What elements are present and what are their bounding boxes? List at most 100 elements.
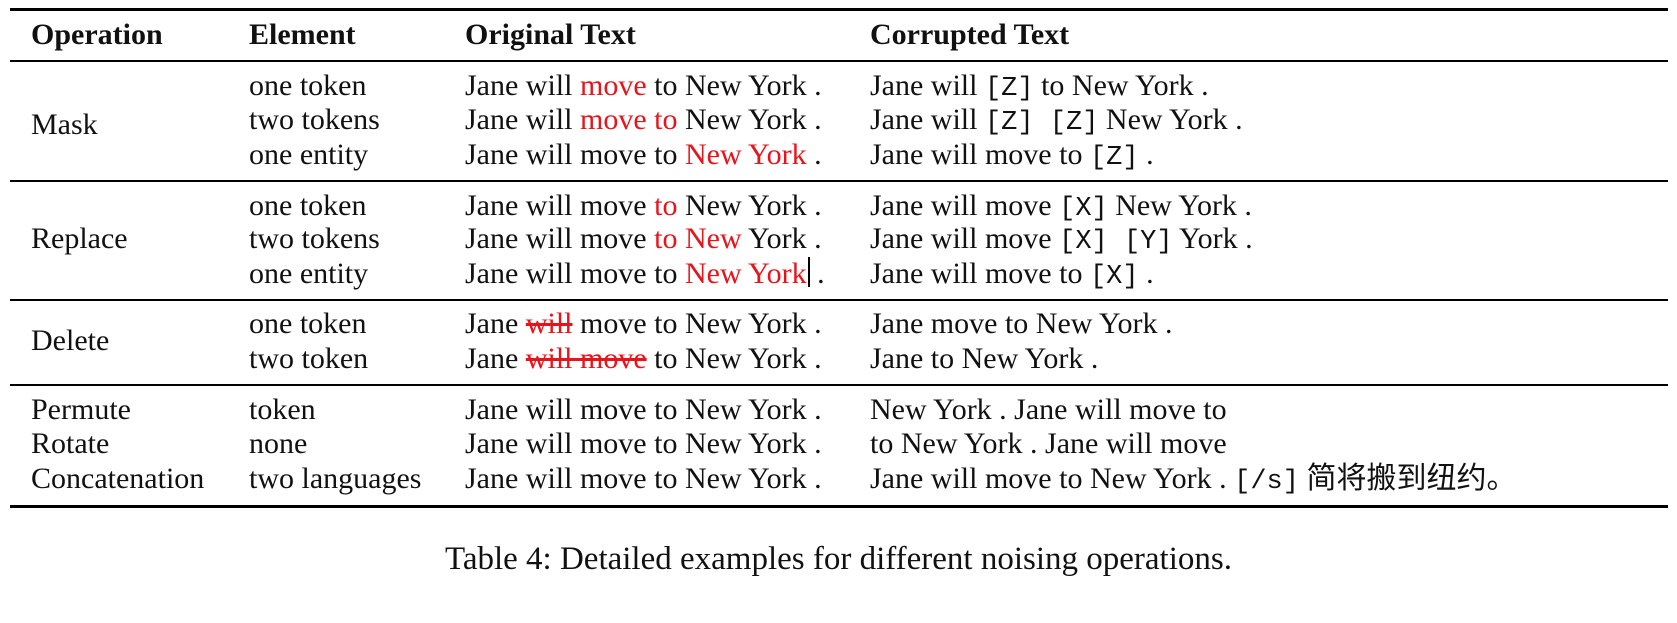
top-rule: [10, 8, 1668, 11]
text-cursor: [807, 257, 810, 287]
highlighted-span: New York: [684, 257, 807, 290]
text-span: Jane will move to: [465, 138, 685, 171]
operation-permute: Permute: [31, 393, 131, 426]
text-span: Jane will: [465, 69, 580, 102]
placeholder-token: [X]: [1089, 262, 1139, 292]
text-span: .: [1138, 138, 1154, 171]
group-rule: [10, 180, 1668, 182]
corrupted-text-cell: New York . Jane will move to: [870, 392, 1227, 428]
text-span: Jane will move: [870, 189, 1060, 222]
element-cell: none: [249, 427, 308, 460]
corrupted-text-cell: Jane will move to New York . [/s] 简将搬到纽约…: [870, 461, 1516, 500]
placeholder-token: [X] [Y]: [1059, 227, 1173, 257]
operation-rotate: Rotate: [31, 427, 110, 460]
text-span: 简将搬到纽约。: [1298, 462, 1517, 495]
element-cell: token: [249, 393, 316, 426]
highlighted-span: to New: [654, 222, 742, 255]
text-span: move to New York .: [572, 307, 822, 340]
text-span: Jane move to New York .: [870, 307, 1173, 340]
text-span: New York . Jane will move to: [870, 393, 1227, 426]
text-span: Jane will move: [465, 189, 655, 222]
corrupted-text-cell: Jane will [Z] to New York .: [870, 68, 1209, 107]
corrupted-text-cell: Jane will move to [X] .: [870, 256, 1154, 295]
group-operation-delete: Delete: [31, 324, 110, 357]
deleted-span: will move: [525, 342, 647, 375]
element-cell: two tokens: [249, 103, 380, 136]
original-text-cell: Jane will move to New York .: [465, 461, 822, 497]
text-span: to New York .: [1033, 69, 1209, 102]
element-cell: two languages: [249, 462, 422, 495]
text-span: .: [1138, 257, 1154, 290]
text-span: Jane will move to: [465, 257, 685, 290]
element-cell: one token: [249, 307, 367, 340]
original-text-cell: Jane will move to New York .: [465, 341, 822, 377]
text-span: Jane will move to New York .: [465, 427, 822, 460]
text-span: New York .: [677, 103, 822, 136]
element-cell: two token: [249, 342, 369, 375]
header-corrupted-text: Corrupted Text: [870, 18, 1070, 51]
operation-concatenation: Concatenation: [31, 462, 205, 495]
text-span: .: [809, 257, 825, 290]
original-text-cell: Jane will move to New York .: [465, 256, 825, 292]
element-cell: one entity: [249, 138, 369, 171]
group-operation-mask: Mask: [31, 108, 98, 141]
corrupted-text-cell: Jane will move to [Z] .: [870, 137, 1154, 176]
corrupted-text-cell: Jane move to New York .: [870, 306, 1172, 342]
group-rule: [10, 299, 1668, 301]
placeholder-token: [Z] [Z]: [984, 108, 1099, 138]
highlighted-span: New York: [684, 138, 807, 171]
text-span: Jane will move to New York .: [465, 393, 822, 426]
corrupted-text-cell: Jane to New York .: [870, 341, 1098, 377]
original-text-cell: Jane will move to New York .: [465, 221, 822, 257]
highlighted-span: move: [579, 69, 647, 102]
text-span: Jane: [465, 307, 526, 340]
text-span: York .: [1172, 222, 1253, 255]
text-span: to New York . Jane will move: [870, 427, 1227, 460]
text-span: York .: [741, 222, 822, 255]
text-span: New York .: [1107, 189, 1252, 222]
text-span: Jane will: [870, 69, 985, 102]
original-text-cell: Jane will move to New York .: [465, 102, 822, 138]
element-cell: one entity: [249, 257, 369, 290]
original-text-cell: Jane will move to New York .: [465, 426, 822, 462]
original-text-cell: Jane will move to New York .: [465, 306, 822, 342]
text-span: Jane will move to New York .: [465, 462, 822, 495]
header-element: Element: [249, 18, 356, 51]
text-span: Jane will move: [870, 222, 1060, 255]
text-span: Jane will: [465, 103, 580, 136]
text-span: .: [806, 138, 822, 171]
text-span: to New York .: [646, 342, 822, 375]
corrupted-text-cell: Jane will move [X] [Y] York .: [870, 221, 1253, 260]
text-span: Jane: [465, 342, 526, 375]
text-span: Jane will: [870, 103, 985, 136]
placeholder-token: [/s]: [1234, 467, 1299, 497]
element-cell: one token: [249, 69, 367, 102]
corrupted-text-cell: Jane will [Z] [Z] New York .: [870, 102, 1243, 141]
corrupted-text-cell: to New York . Jane will move: [870, 426, 1227, 462]
text-span: to New York .: [646, 69, 822, 102]
highlighted-span: to: [654, 189, 678, 222]
text-span: Jane to New York .: [870, 342, 1099, 375]
text-span: Jane will move to: [870, 138, 1090, 171]
text-span: New York .: [1098, 103, 1243, 136]
placeholder-token: [Z]: [984, 74, 1034, 104]
text-span: Jane will move to New York .: [870, 462, 1235, 495]
table-caption: Table 4: Detailed examples for different…: [444, 541, 1232, 577]
element-cell: two tokens: [249, 222, 380, 255]
element-cell: one token: [249, 189, 367, 222]
group-rule: [10, 384, 1668, 386]
bottom-rule: [10, 505, 1668, 508]
original-text-cell: Jane will move to New York .: [465, 68, 822, 104]
header-operation: Operation: [31, 18, 163, 51]
original-text-cell: Jane will move to New York .: [465, 392, 822, 428]
text-span: New York .: [677, 189, 822, 222]
corrupted-text-cell: Jane will move [X] New York .: [870, 188, 1252, 227]
original-text-cell: Jane will move to New York .: [465, 188, 822, 224]
original-text-cell: Jane will move to New York .: [465, 137, 822, 173]
highlighted-span: move to: [579, 103, 678, 136]
header-rule: [10, 60, 1668, 62]
placeholder-token: [X]: [1059, 194, 1108, 224]
group-operation-replace: Replace: [31, 222, 128, 255]
deleted-span: will: [525, 307, 573, 340]
text-span: Jane will move: [465, 222, 655, 255]
